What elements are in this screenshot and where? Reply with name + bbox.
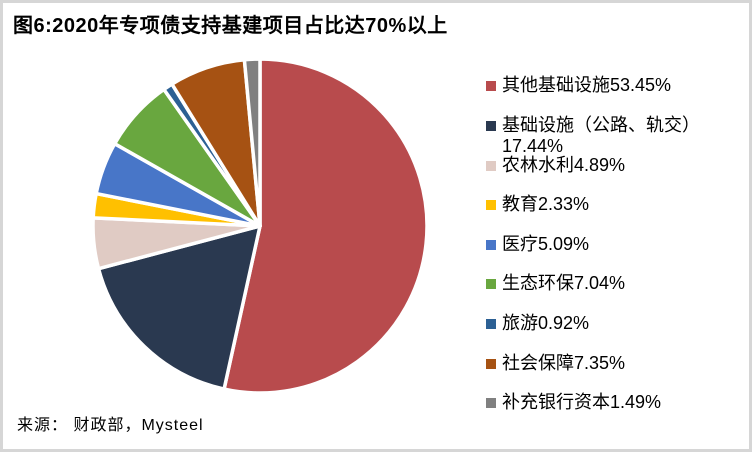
legend-swatch (486, 121, 496, 131)
pie-slice-2 (96, 224, 262, 391)
legend-label-text: 补充银行资本 (502, 392, 610, 412)
legend-label-text: 社会保障 (502, 353, 574, 373)
legend-label: 基础设施（公路、轨交）17.44% (502, 115, 746, 157)
legend-swatch (486, 161, 496, 171)
legend-item: 其他基础设施53.45% (486, 75, 746, 96)
legend-value: 5.09% (538, 234, 590, 254)
pie-slice-9 (242, 57, 262, 228)
legend: 其他基础设施53.45% 基础设施（公路、轨交）17.44% 农林水利4.89%… (486, 3, 746, 449)
legend-label: 教育2.33% (502, 194, 589, 215)
legend-item: 生态环保7.04% (486, 273, 746, 294)
source-note: 来源： 财政部，Mysteel (17, 417, 204, 434)
legend-swatch (486, 319, 496, 329)
legend-swatch (486, 200, 496, 210)
legend-item: 基础设施（公路、轨交）17.44% (486, 115, 746, 157)
legend-label-text: 医疗 (502, 234, 538, 254)
legend-value: 17.44% (502, 136, 564, 156)
legend-label: 旅游0.92% (502, 313, 589, 334)
legend-swatch (486, 359, 496, 369)
legend-swatch (486, 279, 496, 289)
legend-item: 医疗5.09% (486, 234, 746, 255)
pie-chart (91, 57, 429, 395)
pie-slice-1 (222, 57, 429, 395)
legend-value: 53.45% (610, 75, 672, 95)
legend-label: 生态环保7.04% (502, 273, 625, 294)
legend-item: 教育2.33% (486, 194, 746, 215)
legend-label: 补充银行资本1.49% (502, 392, 661, 413)
legend-swatch (486, 81, 496, 91)
legend-label-text: 教育 (502, 194, 538, 214)
legend-label-text: 其他基础设施 (502, 75, 610, 95)
legend-label: 社会保障7.35% (502, 353, 625, 374)
legend-label-text: 生态环保 (502, 273, 574, 293)
legend-label: 其他基础设施53.45% (502, 75, 671, 96)
legend-label: 医疗5.09% (502, 234, 589, 255)
legend-item: 补充银行资本1.49% (486, 392, 746, 413)
legend-label: 农林水利4.89% (502, 155, 625, 176)
legend-value: 0.92% (538, 313, 590, 333)
legend-value: 1.49% (610, 392, 662, 412)
legend-label-text: 农林水利 (502, 155, 574, 175)
legend-swatch (486, 240, 496, 250)
legend-label-text: 旅游 (502, 313, 538, 333)
legend-value: 2.33% (538, 194, 590, 214)
legend-value: 7.35% (574, 353, 626, 373)
figure-title: 图6:2020年专项债支持基建项目占比达70%以上 (13, 15, 448, 37)
legend-item: 旅游0.92% (486, 313, 746, 334)
legend-value: 7.04% (574, 273, 626, 293)
legend-swatch (486, 398, 496, 408)
legend-item: 社会保障7.35% (486, 353, 746, 374)
legend-item: 农林水利4.89% (486, 155, 746, 176)
legend-label-text: 基础设施（公路、轨交） (502, 115, 700, 135)
legend-value: 4.89% (574, 155, 626, 175)
